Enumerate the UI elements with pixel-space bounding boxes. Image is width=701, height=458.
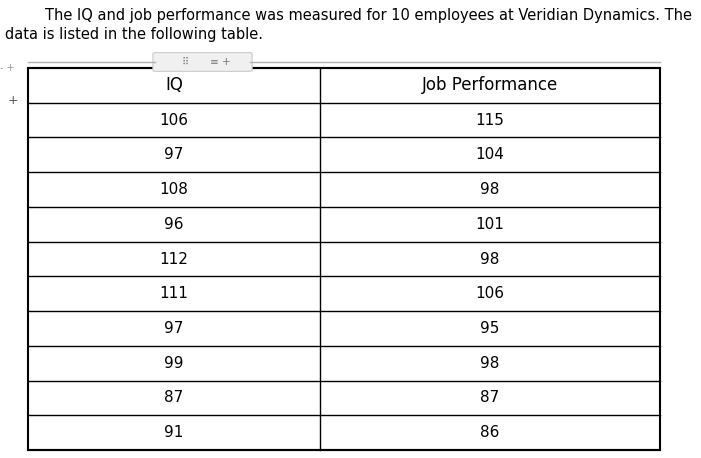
Text: 101: 101 (475, 217, 505, 232)
Text: 108: 108 (160, 182, 189, 197)
Text: 87: 87 (480, 390, 500, 405)
Text: Job Performance: Job Performance (422, 76, 558, 94)
Text: The IQ and job performance was measured for 10 employees at Veridian Dynamics. T: The IQ and job performance was measured … (45, 8, 692, 23)
Text: ⠿: ⠿ (182, 57, 189, 67)
Text: 86: 86 (480, 425, 500, 440)
Text: 106: 106 (160, 113, 189, 128)
Text: ≡ +: ≡ + (210, 57, 231, 67)
Text: 111: 111 (160, 286, 189, 301)
Text: 98: 98 (480, 182, 500, 197)
Text: 104: 104 (475, 147, 505, 162)
Text: 97: 97 (164, 147, 184, 162)
Text: 95: 95 (480, 321, 500, 336)
Text: 97: 97 (164, 321, 184, 336)
Text: 91: 91 (164, 425, 184, 440)
Text: data is listed in the following table.: data is listed in the following table. (5, 27, 263, 42)
Text: IQ: IQ (165, 76, 183, 94)
Text: 112: 112 (160, 251, 189, 267)
Text: 87: 87 (164, 390, 184, 405)
Text: 98: 98 (480, 251, 500, 267)
Text: 99: 99 (164, 356, 184, 371)
Text: - +: - + (0, 63, 15, 73)
Text: 115: 115 (475, 113, 505, 128)
Text: 98: 98 (480, 356, 500, 371)
Text: 96: 96 (164, 217, 184, 232)
Text: 106: 106 (475, 286, 505, 301)
Text: +: + (8, 93, 19, 107)
